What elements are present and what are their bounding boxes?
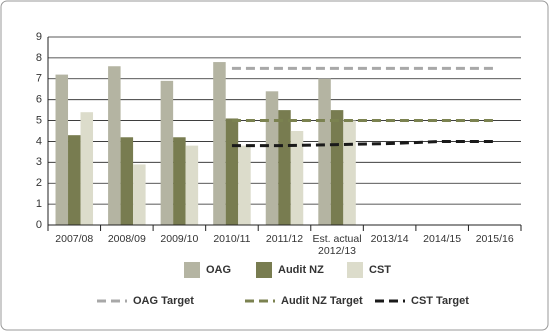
x-tick-label: 2014/15	[423, 233, 462, 245]
bar	[160, 80, 174, 225]
legend-swatch	[184, 262, 200, 278]
bar	[213, 62, 226, 225]
target-line	[231, 139, 495, 148]
legend-label: OAG Target	[133, 295, 194, 307]
y-tick-label: 8	[36, 52, 42, 64]
bar	[278, 110, 291, 225]
legend-label: CST	[369, 264, 391, 276]
bar	[238, 145, 251, 225]
x-tick-label: 2011/12	[265, 233, 304, 245]
legend-swatch	[347, 262, 363, 278]
bar	[185, 145, 199, 225]
y-tick-label: 3	[36, 156, 42, 168]
x-tick-label: Est. actual 2012/13	[312, 233, 362, 257]
y-tick-label: 2	[36, 177, 42, 189]
y-tick-label: 4	[36, 135, 42, 147]
bar	[55, 74, 69, 225]
y-tick-label: 6	[36, 94, 42, 106]
y-tick-label: 7	[36, 73, 42, 85]
y-tick-label: 9	[36, 31, 42, 43]
bar	[318, 78, 331, 226]
y-tick-label: 0	[36, 219, 42, 231]
bar	[265, 91, 279, 225]
bar	[133, 164, 146, 225]
x-tick-label: 2010/11	[213, 233, 251, 245]
bar	[173, 137, 186, 225]
bar	[68, 135, 81, 225]
x-tick-label: 2013/14	[370, 233, 409, 245]
y-tick-label: 1	[36, 198, 42, 210]
legend-swatch	[256, 262, 272, 278]
legend-label: Audit NZ Target	[281, 295, 363, 307]
bar	[80, 112, 94, 225]
bar	[290, 131, 304, 225]
bar	[108, 66, 121, 225]
legend-label: Audit NZ	[278, 264, 324, 276]
bar	[330, 110, 344, 225]
x-tick-label: 2008/09	[107, 233, 146, 245]
bar	[225, 118, 239, 225]
x-tick-label: 2007/08	[55, 233, 94, 245]
bar	[343, 120, 356, 225]
legend-label: OAG	[206, 264, 231, 276]
y-tick-label: 5	[36, 114, 42, 126]
x-tick-label: 2015/16	[475, 233, 514, 245]
x-tick-label: 2009/10	[160, 233, 199, 245]
legend-label: CST Target	[411, 295, 469, 307]
bar	[120, 137, 134, 225]
